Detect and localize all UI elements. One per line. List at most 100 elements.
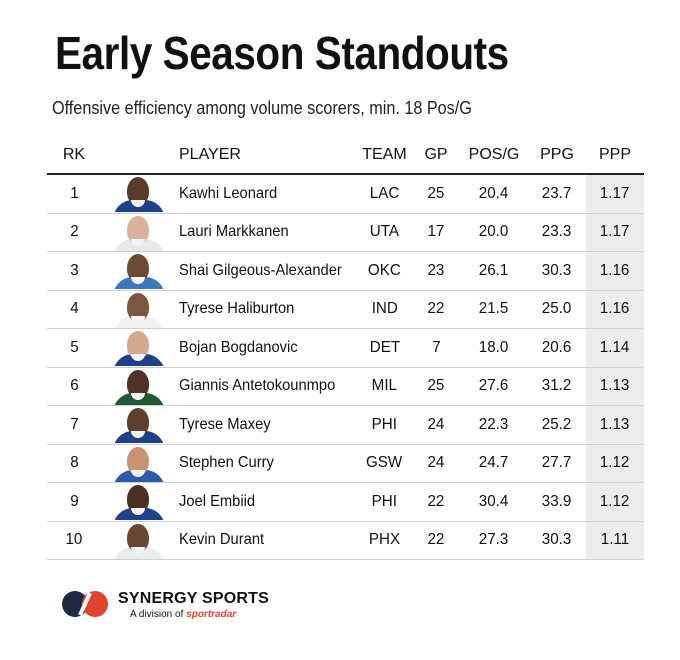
headshot-face [127,177,149,206]
team-cell: MIL [357,367,412,406]
ppp-cell: 1.13 [586,367,644,406]
column-header-pos-g: POS/G [460,136,528,175]
team-text: OKC [368,261,401,279]
table-row: 1 Kawhi Leonard LAC 25 20.4 23.7 1.17 [47,174,644,214]
page-subtitle: Offensive efficiency among volume scorer… [52,98,472,118]
pos-g-text: 22.3 [479,415,509,433]
team-cell: PHI [357,482,412,522]
gp-cell: 22 [412,521,460,560]
gp-text: 17 [427,223,445,241]
gp-text: 22 [427,300,445,318]
player-headshot [109,252,169,290]
player-name-cell: Joel Embiid [177,482,357,522]
gp-text: 7 [431,338,441,356]
team-cell: OKC [357,251,412,291]
pos-g-cell: 24.7 [460,444,528,483]
player-name-text: Tyrese Haliburton [179,300,295,318]
player-headshot [109,522,169,559]
headshot-face [127,254,149,283]
ppp-cell: 1.12 [586,482,644,522]
gp-text: 22 [427,492,445,510]
rank-cell: 6 [47,367,101,406]
player-photo-cell [101,174,177,214]
ppg-cell: 30.3 [528,521,586,560]
gp-cell: 25 [412,174,460,214]
player-photo-cell [101,328,177,368]
rank-cell: 2 [47,213,101,252]
pos-g-cell: 21.5 [460,290,528,329]
synergy-sports-logo: SYNERGY SPORTS A division of sportradar [60,589,290,623]
ppp-text: 1.16 [600,261,630,279]
table-row: 6 Giannis Antetokounmpo MIL 25 27.6 31.2 1.13 [47,367,644,406]
ppp-text: 1.12 [600,492,630,510]
player-photo-cell [101,482,177,522]
pos-g-cell: 27.3 [460,521,528,560]
player-photo-cell [101,251,177,291]
pos-g-text: 30.4 [479,492,509,510]
rank-text: 10 [65,531,83,549]
division-brand: sportradar [186,609,237,620]
rank-cell: 10 [47,521,101,560]
headshot-collar [131,392,145,400]
pos-g-text: 20.4 [479,184,509,202]
rank-text: 6 [69,377,79,395]
ppg-cell: 23.3 [528,213,586,252]
ppg-text: 25.0 [542,300,572,318]
rank-text: 4 [69,300,79,318]
player-name-cell: Shai Gilgeous-Alexander [177,251,357,291]
division-prefix: A division of [130,609,187,620]
team-text: UTA [369,223,400,241]
ppg-cell: 20.6 [528,328,586,368]
headshot-collar [131,508,145,516]
player-name-text: Kawhi Leonard [179,184,278,202]
ppg-cell: 25.2 [528,405,586,445]
ppp-cell: 1.12 [586,444,644,483]
pos-g-cell: 18.0 [460,328,528,368]
pos-g-cell: 26.1 [460,251,528,291]
player-name-text: Stephen Curry [179,454,274,472]
ppp-text: 1.12 [600,454,630,472]
headshot-face [127,408,149,437]
pos-g-cell: 20.4 [460,174,528,214]
headshot-collar [131,315,145,323]
player-name-text: Shai Gilgeous-Alexander [179,261,342,279]
pos-g-cell: 27.6 [460,367,528,406]
ppg-text: 20.6 [542,338,572,356]
ppg-text: 30.3 [542,261,572,279]
team-text: PHI [371,492,398,510]
pos-g-text: 21.5 [479,300,509,318]
ppp-cell: 1.11 [586,521,644,560]
pos-g-text: 18.0 [479,338,509,356]
pos-g-text: 24.7 [479,454,509,472]
gp-cell: 22 [412,290,460,329]
player-headshot [109,175,169,213]
column-header-ppp: PPP [586,136,644,175]
team-text: IND [371,300,398,318]
logo-division-text: A division of sportradar [130,609,236,620]
gp-cell: 17 [412,213,460,252]
pos-g-cell: 22.3 [460,405,528,445]
player-headshot [109,445,169,482]
table-row: 5 Bojan Bogdanovic DET 7 18.0 20.6 1.14 [47,328,644,368]
rank-text: 9 [69,492,79,510]
team-cell: PHX [357,521,412,560]
player-name-cell: Tyrese Maxey [177,405,357,445]
gp-cell: 7 [412,328,460,368]
player-photo-cell [101,521,177,560]
ppp-text: 1.17 [600,184,630,202]
headshot-face [127,446,149,475]
pos-g-cell: 30.4 [460,482,528,522]
headshot-collar [131,277,145,285]
headshot-face [127,523,149,552]
gp-text: 22 [427,531,445,549]
player-photo-cell [101,405,177,445]
headshot-face [127,292,149,321]
player-name-text: Giannis Antetokounmpo [179,377,336,395]
ppg-cell: 23.7 [528,174,586,214]
headshot-face [127,485,149,514]
rank-text: 5 [69,338,79,356]
ppp-text: 1.14 [600,338,630,356]
ppp-cell: 1.17 [586,174,644,214]
synergy-logo-icon [62,591,108,617]
gp-cell: 24 [412,405,460,445]
